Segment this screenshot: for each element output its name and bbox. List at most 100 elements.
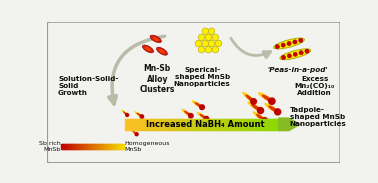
Bar — [122, 144, 124, 149]
Bar — [67, 144, 68, 149]
Bar — [63, 144, 64, 149]
Circle shape — [269, 98, 275, 104]
Bar — [103, 144, 104, 149]
Ellipse shape — [132, 130, 137, 135]
Bar — [234, 119, 235, 130]
Circle shape — [293, 40, 297, 44]
Bar — [219, 119, 221, 130]
Bar — [132, 119, 134, 130]
Bar — [187, 119, 189, 130]
Bar — [148, 119, 150, 130]
Bar — [154, 119, 156, 130]
Ellipse shape — [136, 113, 143, 117]
Ellipse shape — [253, 111, 266, 122]
Bar — [176, 119, 178, 130]
Bar — [273, 119, 275, 130]
Circle shape — [275, 44, 279, 49]
Bar — [130, 119, 132, 130]
Bar — [182, 119, 184, 130]
Bar — [116, 144, 117, 149]
Bar — [267, 119, 269, 130]
Bar — [161, 119, 163, 130]
Bar — [122, 144, 123, 149]
Bar — [159, 119, 161, 130]
Text: Solution-Solid-
Solid
Growth: Solution-Solid- Solid Growth — [58, 76, 118, 96]
Bar — [89, 144, 90, 149]
Bar — [241, 119, 243, 130]
Bar — [134, 119, 136, 130]
Bar — [110, 144, 111, 149]
Ellipse shape — [153, 37, 159, 41]
Ellipse shape — [156, 47, 167, 55]
Circle shape — [287, 54, 291, 58]
Bar — [72, 144, 73, 149]
Bar — [189, 119, 191, 130]
Ellipse shape — [150, 35, 161, 43]
Bar — [121, 144, 122, 149]
Bar — [120, 144, 121, 149]
Ellipse shape — [245, 95, 255, 102]
Bar — [96, 144, 97, 149]
Circle shape — [208, 28, 215, 34]
Circle shape — [262, 118, 268, 123]
Bar — [237, 119, 239, 130]
Bar — [185, 119, 187, 130]
Bar — [127, 119, 129, 130]
Circle shape — [212, 46, 219, 53]
Bar — [277, 119, 279, 130]
Bar — [77, 144, 78, 149]
FancyBboxPatch shape — [47, 22, 340, 163]
Bar — [100, 144, 101, 149]
Bar — [259, 119, 261, 130]
Bar — [87, 144, 88, 149]
Bar — [212, 119, 214, 130]
Ellipse shape — [200, 114, 207, 119]
Bar — [66, 144, 67, 149]
Circle shape — [212, 34, 219, 41]
Bar — [213, 119, 215, 130]
Bar — [111, 144, 112, 149]
Ellipse shape — [190, 121, 197, 126]
Circle shape — [275, 109, 281, 115]
Ellipse shape — [251, 104, 262, 111]
Bar — [103, 144, 104, 149]
Circle shape — [204, 116, 209, 121]
Circle shape — [130, 123, 133, 126]
Ellipse shape — [123, 111, 128, 115]
Bar — [158, 119, 160, 130]
Bar — [236, 119, 238, 130]
Bar — [227, 119, 229, 130]
Ellipse shape — [274, 38, 304, 49]
Bar — [265, 119, 267, 130]
Bar — [78, 144, 79, 149]
Bar — [211, 119, 212, 130]
Bar — [276, 119, 277, 130]
Bar — [231, 119, 233, 130]
Bar — [157, 119, 159, 130]
Bar — [105, 144, 106, 149]
Bar — [144, 119, 146, 130]
Bar — [253, 119, 254, 130]
Bar — [143, 119, 144, 130]
Bar — [94, 144, 96, 149]
Circle shape — [200, 105, 204, 110]
Bar — [102, 144, 103, 149]
Text: Excess
Mn₂(CO)₁₀
Addition: Excess Mn₂(CO)₁₀ Addition — [294, 76, 335, 96]
Bar — [194, 119, 196, 130]
Circle shape — [135, 133, 138, 136]
Bar — [108, 144, 109, 149]
Bar — [262, 119, 263, 130]
Ellipse shape — [192, 100, 203, 108]
Bar — [200, 119, 202, 130]
Bar — [70, 144, 71, 149]
Bar — [100, 144, 101, 149]
Bar — [209, 119, 211, 130]
FancyArrow shape — [278, 117, 301, 131]
Bar — [98, 144, 99, 149]
Bar — [145, 119, 147, 130]
Bar — [181, 119, 183, 130]
Bar — [84, 144, 85, 149]
Bar — [271, 119, 273, 130]
Text: Mn-Sb
Alloy
Clusters: Mn-Sb Alloy Clusters — [139, 64, 175, 94]
Bar — [258, 119, 260, 130]
